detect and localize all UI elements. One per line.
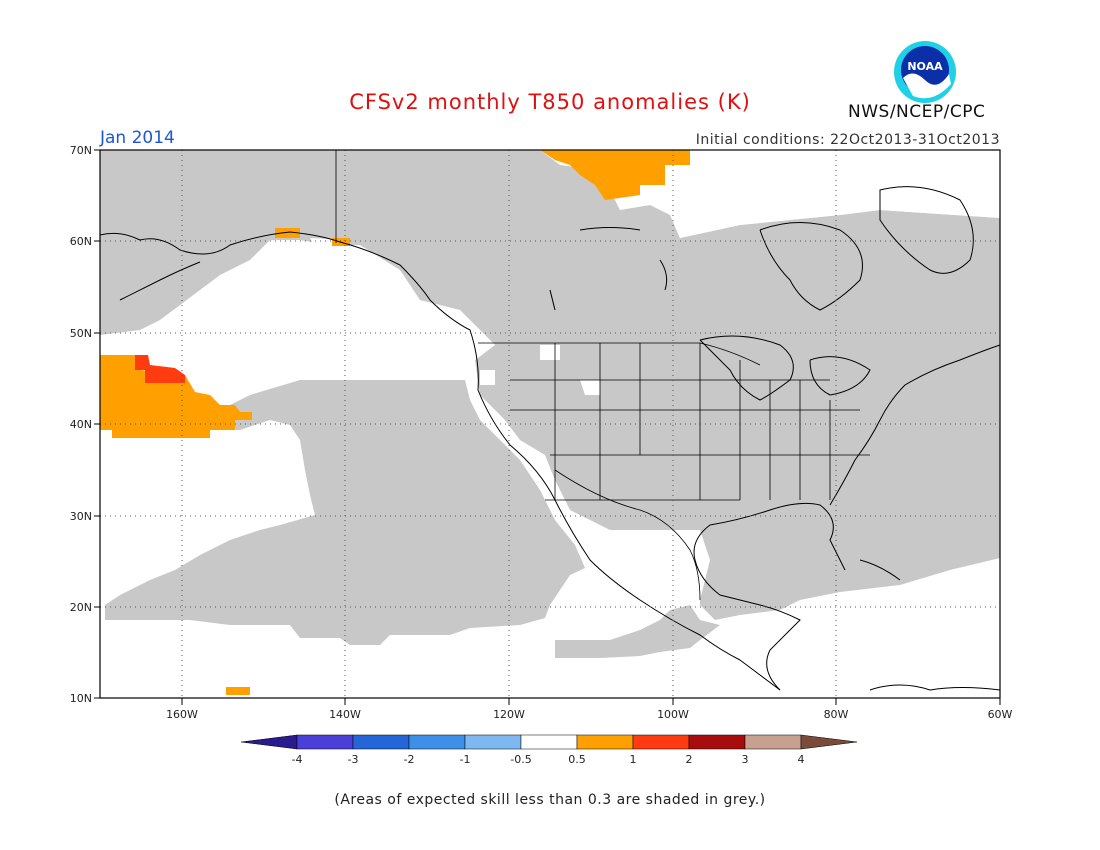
lon-label: 120W xyxy=(493,708,525,721)
colorbar-left-arrow xyxy=(240,734,298,750)
lat-label: 30N xyxy=(70,510,92,523)
colorbar-swatch xyxy=(464,734,522,750)
coastlines xyxy=(99,186,1001,691)
lat-label: 60N xyxy=(70,235,92,248)
noaa-logo: NOAA xyxy=(894,41,956,103)
lon-label: 60W xyxy=(988,708,1013,721)
colorbar: -4 -3 -2 -1 -0.5 0.5 1 2 3 4 xyxy=(240,734,858,766)
lat-label: 70N xyxy=(70,144,92,157)
political-borders xyxy=(335,150,870,601)
colorbar-label: 4 xyxy=(798,753,805,766)
skill-mask xyxy=(100,150,1000,658)
colorbar-swatch xyxy=(576,734,634,750)
colorbar-label: -3 xyxy=(348,753,359,766)
agency-label: NWS/NCEP/CPC xyxy=(848,102,986,122)
colorbar-label: -4 xyxy=(292,753,303,766)
skill-note: (Areas of expected skill less than 0.3 a… xyxy=(334,792,766,808)
lon-label: 160W xyxy=(166,708,198,721)
colorbar-label: 0.5 xyxy=(568,753,586,766)
lon-label: 100W xyxy=(657,708,689,721)
colorbar-label: -2 xyxy=(404,753,415,766)
forecast-month: Jan 2014 xyxy=(100,128,175,148)
colorbar-label: 3 xyxy=(742,753,749,766)
chart-title: CFSv2 monthly T850 anomalies (K) xyxy=(349,90,751,114)
colorbar-label: 1 xyxy=(630,753,637,766)
colorbar-right-arrow xyxy=(800,734,858,750)
colorbar-swatch xyxy=(352,734,410,750)
colorbar-label: -0.5 xyxy=(510,753,531,766)
lat-label: 20N xyxy=(70,601,92,614)
lon-label: 140W xyxy=(329,708,361,721)
colorbar-label: 2 xyxy=(686,753,693,766)
colorbar-swatch xyxy=(632,734,690,750)
neutral-patches xyxy=(310,150,1000,605)
initial-conditions: Initial conditions: 22Oct2013-31Oct2013 xyxy=(695,132,1000,148)
lat-label: 10N xyxy=(70,692,92,705)
colorbar-label: -1 xyxy=(460,753,471,766)
colorbar-swatch xyxy=(520,734,578,750)
graticule xyxy=(100,150,1000,698)
colorbar-swatch xyxy=(408,734,466,750)
lat-label: 50N xyxy=(70,327,92,340)
colorbar-swatch xyxy=(688,734,746,750)
lat-label: 40N xyxy=(70,418,92,431)
colorbar-swatch xyxy=(296,734,354,750)
tick-marks xyxy=(94,149,1001,705)
lon-label: 80W xyxy=(824,708,849,721)
logo-text: NOAA xyxy=(907,60,943,73)
colorbar-swatch xyxy=(744,734,802,750)
